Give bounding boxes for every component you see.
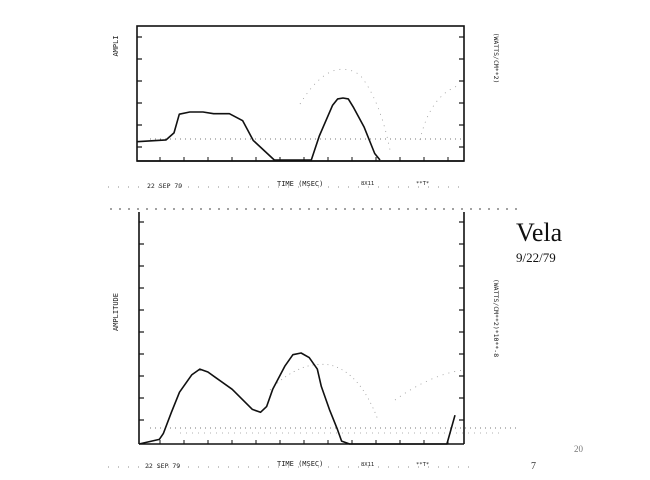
bottom-bottom-ticks	[159, 440, 449, 444]
top-amplitude-line	[136, 97, 381, 161]
bottom-extra-label-1: 8X11	[361, 462, 374, 468]
top-bottom-ticks	[159, 157, 449, 161]
bottom-amplitude-line	[138, 352, 456, 445]
page-mark: 7	[531, 461, 536, 472]
bottom-xlabel: TIME (MSEC)	[277, 460, 323, 468]
slide-number: 20	[574, 444, 583, 454]
bottom-date-label: 22 SEP 79	[145, 462, 180, 470]
top-right-ticks	[459, 36, 464, 148]
slide-title: Vela	[516, 218, 563, 247]
top-chart: AMPLI (WATTS/CM**2) 22 SEP 79 TIME (MSEC…	[108, 25, 520, 210]
bottom-noise-arc-2	[394, 369, 464, 401]
top-extra-label-1: 8X11	[361, 181, 374, 187]
bottom-ylabel-right: (WATTS/CM**2)*10**-8	[492, 279, 500, 357]
top-xlabel: TIME (MSEC)	[277, 180, 323, 188]
bottom-extra-label-2: **T*	[416, 462, 429, 468]
slide-date: 9/22/79	[516, 250, 556, 265]
bottom-left-ticks	[139, 221, 144, 421]
top-ylabel-right: (WATTS/CM**2)	[492, 33, 500, 84]
top-noise-arc-2	[419, 84, 461, 141]
top-plot-frame	[136, 25, 465, 162]
top-date-label: 22 SEP 79	[147, 182, 182, 190]
top-left-ticks	[137, 36, 142, 148]
bottom-chart: AMPLITUDE (WATTS/CM**2)*10**-8 22 SEP 79…	[108, 212, 520, 470]
top-extra-label-2: **T*	[416, 181, 429, 187]
bottom-right-ticks	[459, 221, 464, 421]
top-ylabel: AMPLI	[112, 35, 120, 56]
bottom-ylabel: AMPLITUDE	[112, 293, 120, 331]
top-noise-arc	[299, 68, 391, 151]
